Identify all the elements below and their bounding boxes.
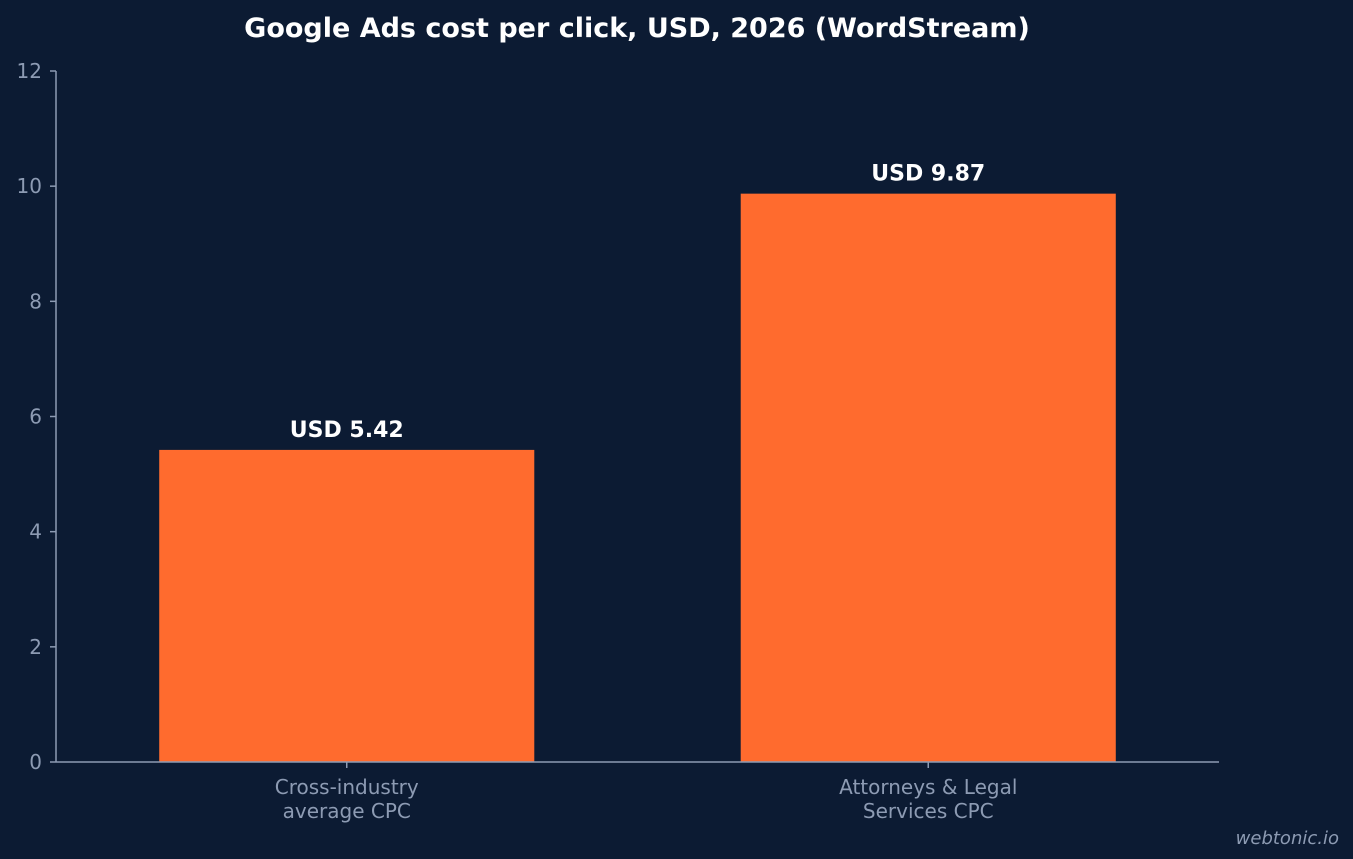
y-tick-label: 4 xyxy=(29,520,42,544)
x-tick-label: Attorneys & Legal xyxy=(839,775,1017,799)
watermark-text: webtonic.io xyxy=(1235,828,1339,849)
x-tick-label: Cross-industry xyxy=(275,775,419,799)
chart-title: Google Ads cost per click, USD, 2026 (Wo… xyxy=(244,13,1030,44)
y-axis: 0 2 4 6 8 10 12 xyxy=(17,59,57,774)
bar-value-label: USD 5.42 xyxy=(290,418,404,443)
y-tick-label: 10 xyxy=(17,174,42,198)
y-tick-label: 2 xyxy=(29,635,42,659)
bar xyxy=(159,449,535,762)
x-tick-label: average CPC xyxy=(283,799,411,823)
x-tick-label: Services CPC xyxy=(863,799,994,823)
bars: USD 5.42 USD 9.87 xyxy=(159,162,1116,763)
y-tick-label: 6 xyxy=(29,405,42,429)
y-tick-label: 0 xyxy=(29,750,42,774)
y-tick-label: 8 xyxy=(29,289,42,313)
bar xyxy=(740,193,1116,763)
y-tick-label: 12 xyxy=(17,59,42,83)
bar-value-label: USD 9.87 xyxy=(871,162,985,187)
